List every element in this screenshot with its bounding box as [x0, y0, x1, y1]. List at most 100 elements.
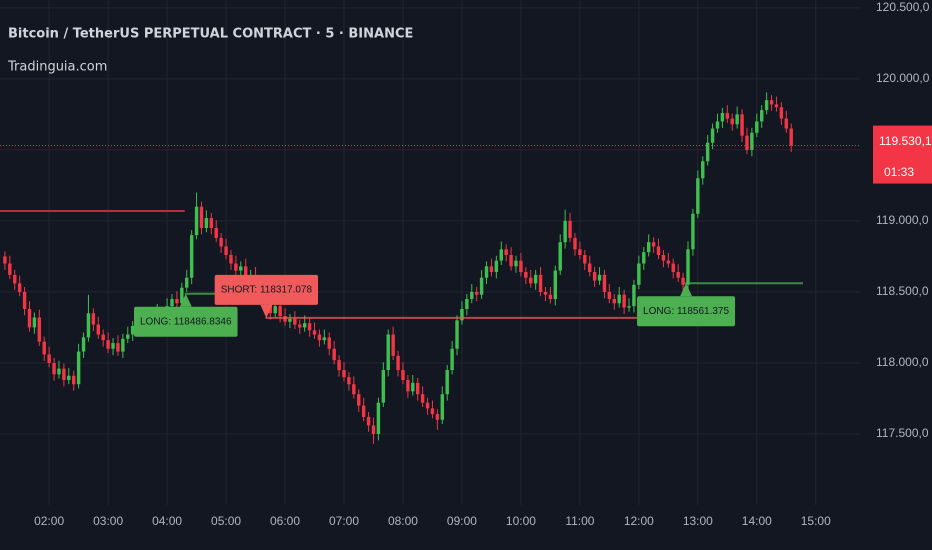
candle-body — [696, 178, 700, 214]
x-tick-label: 13:00 — [683, 514, 713, 528]
candle-body — [553, 270, 558, 300]
candle-body — [209, 218, 214, 228]
candle-body — [710, 128, 715, 143]
candle-body — [592, 272, 597, 281]
candle-body — [224, 246, 228, 255]
candle-body — [239, 266, 243, 271]
x-tick-label: 14:00 — [742, 514, 772, 528]
x-tick-label: 12:00 — [624, 514, 654, 528]
candle-body — [111, 343, 115, 349]
candle-body — [563, 220, 567, 243]
x-tick-label: 04:00 — [152, 514, 182, 528]
candle-body — [460, 308, 464, 321]
candle-body — [332, 348, 336, 361]
candle-body — [121, 338, 125, 352]
candle-body — [681, 277, 685, 285]
candle-body — [602, 274, 607, 292]
candle-body — [361, 405, 366, 417]
candle-body — [322, 337, 327, 341]
candle-body — [720, 112, 725, 122]
candle-body — [37, 317, 42, 342]
candle-body — [337, 360, 341, 371]
candle-body — [533, 274, 538, 284]
signal-label-text: LONG: 118486.8346 — [140, 316, 232, 327]
y-tick-label: 117.500,0 — [876, 426, 929, 440]
candle-body — [170, 299, 174, 307]
signal-label: LONG: 118561.375 — [637, 283, 736, 327]
candle-body — [386, 334, 390, 371]
candle-body — [519, 260, 523, 273]
candle-body — [288, 318, 292, 322]
candle-body — [745, 135, 749, 150]
candle-body — [646, 242, 651, 253]
candle-body — [450, 348, 454, 371]
candle-body — [52, 362, 56, 375]
candle-body — [86, 313, 91, 338]
candle-body — [661, 254, 666, 261]
candle-body — [735, 114, 739, 125]
candle-body — [185, 277, 189, 288]
candle-body — [76, 351, 81, 385]
candle-body — [278, 306, 282, 317]
candle-body — [381, 370, 386, 403]
candle-body — [91, 313, 96, 325]
candle-body — [465, 299, 469, 309]
candle-body — [691, 213, 695, 250]
candle-body — [106, 340, 110, 349]
candle-body — [740, 114, 744, 136]
candle-body — [27, 308, 32, 328]
candle-body — [474, 291, 479, 295]
candle-body — [312, 330, 317, 335]
candle-body — [194, 206, 199, 236]
candle-body — [573, 237, 577, 250]
candle-body — [391, 334, 395, 356]
candle-body — [440, 394, 445, 420]
candle-body — [302, 323, 307, 328]
candle-body — [81, 337, 86, 352]
candle-body — [396, 355, 400, 371]
candle-body — [686, 249, 690, 285]
candle-body — [529, 277, 533, 284]
x-tick-label: 03:00 — [93, 514, 123, 528]
candle-body — [509, 254, 513, 267]
candle-body — [13, 274, 17, 284]
signal-label-box — [637, 296, 736, 327]
candle-body — [779, 107, 784, 119]
candle-body — [204, 218, 209, 228]
candle-body — [189, 235, 194, 278]
candle-body — [273, 306, 277, 314]
candle-body — [755, 121, 759, 133]
candle-body — [126, 334, 130, 339]
candle-body — [642, 252, 646, 264]
candle-body — [764, 100, 769, 111]
candle-body — [116, 343, 120, 352]
candle-body — [514, 260, 518, 267]
y-tick-label: 118.500,0 — [876, 284, 929, 298]
candle-body — [376, 402, 381, 434]
candle-body — [406, 379, 410, 392]
candle-body — [484, 266, 489, 278]
x-tick-label: 06:00 — [270, 514, 300, 528]
candle-body — [499, 249, 503, 261]
candle-body — [676, 272, 680, 278]
candle-body — [543, 291, 548, 295]
candle-body — [411, 382, 415, 392]
candle-body — [175, 299, 179, 304]
candle-body — [47, 354, 51, 363]
candle-body — [57, 368, 61, 375]
candle-body — [298, 324, 302, 328]
candle-body — [759, 110, 764, 122]
candle-body — [524, 272, 528, 278]
chart-subtitle: Tradinguia.com — [7, 60, 107, 75]
candle-body — [317, 334, 322, 341]
candle-body — [415, 382, 420, 395]
x-tick-label: 11:00 — [565, 514, 594, 528]
candle-body — [455, 320, 459, 349]
candle-body — [234, 263, 238, 271]
candle-body — [479, 277, 484, 295]
x-tick-label: 05:00 — [211, 514, 241, 528]
candle-body — [357, 394, 361, 406]
